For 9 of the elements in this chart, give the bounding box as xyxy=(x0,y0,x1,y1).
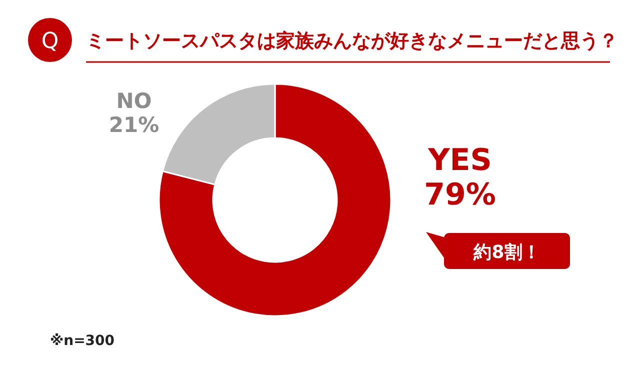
data-label: 21% xyxy=(108,113,160,138)
text: Q xyxy=(41,29,59,54)
slice-label: NO xyxy=(116,89,152,113)
donut-slice xyxy=(158,83,392,317)
data-label: 79% xyxy=(424,178,496,212)
slice-label: YES xyxy=(427,143,492,178)
text: ※n=300 xyxy=(50,333,115,349)
chart-title: ミートソースパスタは家族みんなが好きなメニューだと思う？ xyxy=(86,30,618,52)
text: 約8割！ xyxy=(472,242,540,263)
